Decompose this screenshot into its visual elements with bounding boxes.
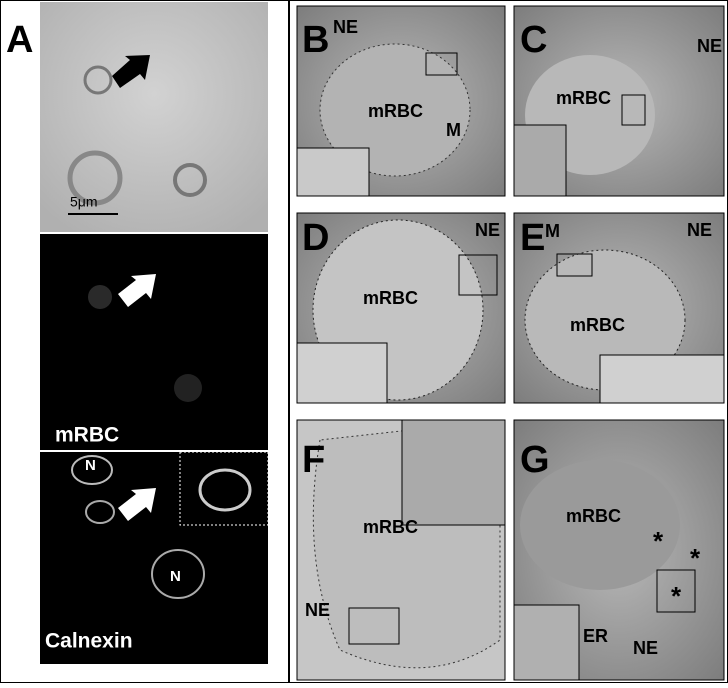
panel-letter: C	[520, 19, 547, 61]
arrow	[112, 55, 150, 88]
arrow	[118, 488, 156, 521]
cell	[88, 285, 112, 309]
cell	[198, 468, 252, 512]
panel-letter: A	[6, 19, 33, 61]
arrow	[118, 274, 156, 307]
label: NE	[475, 220, 500, 240]
box	[621, 94, 646, 126]
label: mRBC	[368, 101, 423, 121]
panel-letter: F	[302, 439, 325, 481]
label: N	[85, 457, 96, 474]
label: *	[671, 581, 682, 611]
inset	[296, 147, 370, 197]
label: NE	[333, 17, 358, 37]
box	[656, 569, 696, 613]
label: mRBC	[363, 517, 418, 537]
mrbc	[319, 43, 471, 177]
label: M	[545, 221, 560, 241]
label: mRBC	[55, 424, 119, 447]
label: mRBC	[570, 315, 625, 335]
cell	[173, 163, 207, 197]
inset	[179, 451, 269, 526]
label: mRBC	[566, 506, 621, 526]
inset	[513, 124, 567, 197]
inset	[599, 354, 725, 404]
label: NE	[687, 220, 712, 240]
calnexin-image	[40, 452, 268, 664]
cell	[67, 150, 123, 206]
mrbc	[520, 460, 680, 590]
label: ER	[583, 626, 608, 646]
label: Calnexin	[45, 630, 133, 653]
label: *	[690, 543, 701, 573]
box	[348, 607, 400, 645]
panel-letter: E	[520, 217, 545, 259]
inset	[513, 604, 580, 681]
label: NE	[305, 600, 330, 620]
label: *	[653, 526, 664, 556]
cell	[174, 374, 202, 402]
fluorescence-image	[40, 234, 268, 450]
nucleus	[71, 455, 113, 485]
label: NE	[697, 36, 722, 56]
label: mRBC	[363, 288, 418, 308]
box	[458, 254, 498, 296]
box	[425, 52, 458, 76]
inset	[296, 342, 388, 404]
box	[556, 253, 593, 277]
nucleus	[151, 549, 205, 599]
panel-letter: G	[520, 439, 550, 481]
panel-letter: B	[302, 19, 329, 61]
label: NE	[633, 638, 658, 658]
inset	[401, 419, 506, 526]
cell	[85, 500, 115, 524]
cell	[83, 65, 113, 95]
scale-label: 5μm	[70, 194, 98, 210]
label: N	[170, 568, 181, 585]
label: M	[446, 120, 461, 140]
label: mRBC	[556, 88, 611, 108]
panel-letter: D	[302, 217, 329, 259]
